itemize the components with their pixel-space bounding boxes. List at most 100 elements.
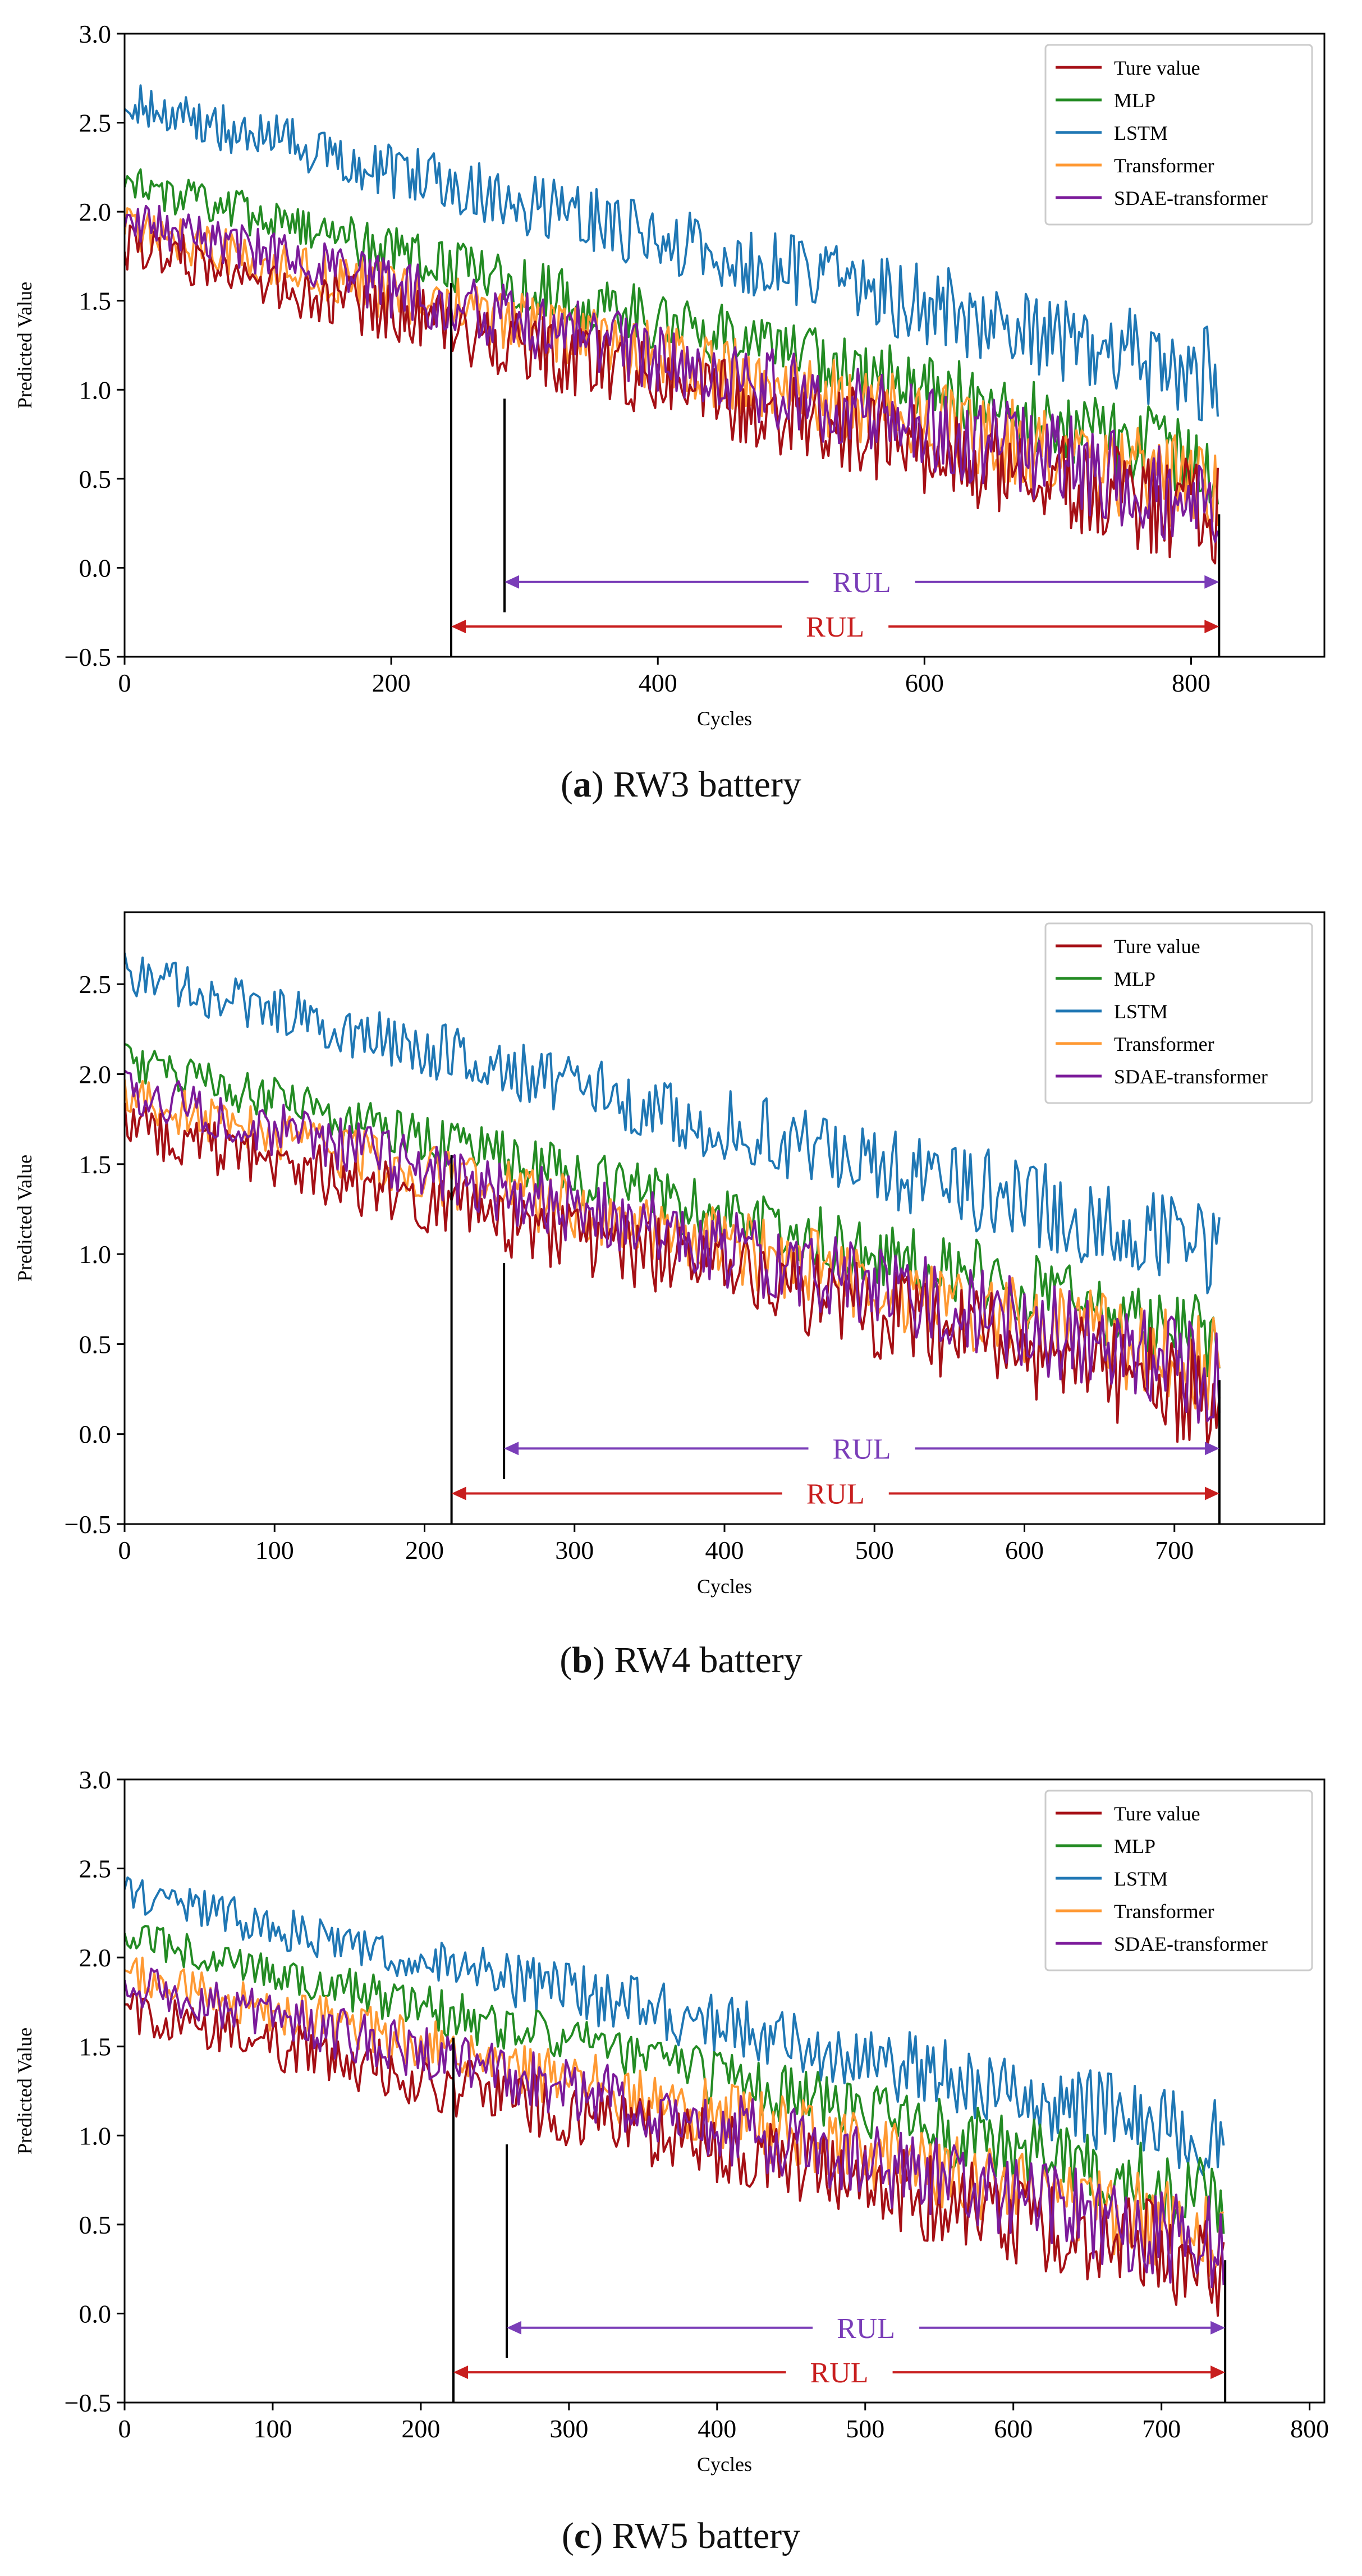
rul-arrowhead-left — [453, 2365, 468, 2380]
x-tick-label: 100 — [255, 1536, 294, 1564]
legend-box — [1044, 44, 1313, 226]
rul-arrowhead-right — [1204, 1442, 1219, 1456]
x-tick-label: 0 — [118, 669, 131, 697]
x-tick-label: 600 — [905, 669, 944, 697]
y-tick-label: 1.5 — [79, 287, 112, 315]
series-line-sdae-transformer — [125, 1968, 1225, 2289]
rul-arrowhead-right — [1204, 575, 1219, 589]
y-tick-label: 2.0 — [79, 198, 112, 226]
x-tick-label: 400 — [705, 1536, 744, 1564]
rul-label: RUL — [833, 567, 891, 599]
legend-label-sdae-transformer: SDAE-transformer — [1114, 187, 1268, 209]
plot-frame — [123, 1778, 1326, 2404]
rul-label: RUL — [810, 2357, 869, 2389]
legend: Ture value MLP LSTM Transformer SDAE-transfo… — [1044, 922, 1313, 1104]
x-axis-label: Cycles — [697, 1575, 752, 1598]
y-tick-label: 1.0 — [79, 1240, 112, 1269]
y-tick-label: 0.5 — [79, 1330, 112, 1358]
chart-panel-a: RUL RUL 0 200 400 600 800 −0.5 0.0 0.5 1.0 1.5 2.0 2.… — [13, 20, 1326, 730]
series-line-lstm — [125, 953, 1221, 1294]
y-tick-label: 0.5 — [79, 2211, 112, 2239]
legend-label-ture-value: Ture value — [1114, 935, 1200, 958]
series-line-sdae-transformer — [125, 204, 1219, 543]
legend-label-sdae-transformer: SDAE-transformer — [1114, 1933, 1268, 1955]
rul-arrowhead-right — [1204, 620, 1219, 634]
x-tick-label: 200 — [401, 2414, 440, 2443]
y-tick-label: 1.0 — [79, 376, 112, 404]
series-line-mlp — [125, 168, 1219, 505]
x-tick-label: 500 — [846, 2414, 884, 2443]
legend-box — [1044, 1790, 1313, 1971]
x-axis-label: Cycles — [697, 2453, 752, 2476]
y-axis-label: Predicted Value — [13, 282, 36, 409]
x-tick-label: 0 — [118, 2414, 131, 2443]
y-tick-label: 3.0 — [79, 1765, 112, 1794]
rul-label: RUL — [833, 1433, 891, 1465]
x-tick-label: 100 — [253, 2414, 292, 2443]
legend: Ture value MLP LSTM Transformer SDAE-transfo… — [1044, 44, 1313, 226]
rul-arrowhead-right — [1210, 2321, 1226, 2335]
rul-label: RUL — [806, 611, 864, 643]
series-line-lstm — [125, 1876, 1225, 2176]
y-tick-label: 1.5 — [79, 1150, 112, 1179]
y-tick-label: 2.5 — [79, 1855, 112, 1883]
caption-a-letter: a — [573, 764, 592, 805]
y-tick-label: 0.0 — [79, 1420, 112, 1449]
y-tick-label: 3.0 — [79, 20, 112, 48]
rul-arrowhead-right — [1210, 2365, 1226, 2380]
series-line-transformer — [125, 1079, 1221, 1411]
x-tick-label: 700 — [1142, 2414, 1181, 2443]
series-line-sdae-transformer — [125, 1069, 1221, 1424]
rul-arrowhead-left — [451, 620, 466, 634]
y-tick-label: 2.5 — [79, 109, 112, 138]
x-tick-label: 400 — [639, 669, 677, 697]
series-line-ture-value — [125, 1992, 1225, 2317]
legend-label-transformer: Transformer — [1114, 1900, 1214, 1923]
rul-label: RUL — [837, 2313, 895, 2345]
y-tick-label: 1.0 — [79, 2121, 112, 2150]
x-tick-label: 600 — [994, 2414, 1033, 2443]
plot-frame — [123, 33, 1326, 658]
y-tick-label: 2.0 — [79, 1943, 112, 1972]
y-tick-label: −0.5 — [65, 643, 111, 671]
x-tick-label: 400 — [698, 2414, 736, 2443]
x-tick-label: 800 — [1172, 669, 1210, 697]
rul-arrowhead-left — [505, 575, 520, 589]
x-tick-label: 200 — [405, 1536, 444, 1564]
legend-label-sdae-transformer: SDAE-transformer — [1114, 1065, 1268, 1088]
x-axis-label: Cycles — [697, 707, 752, 730]
legend-label-transformer: Transformer — [1114, 154, 1214, 177]
x-tick-label: 300 — [549, 2414, 588, 2443]
x-tick-label: 600 — [1005, 1536, 1044, 1564]
chart-panel-c: RUL RUL 0 100 200 300 400 500 600 700 800 −0.5 0.0 0.… — [13, 1765, 1329, 2476]
caption-a: (a) RW3 battery — [561, 764, 801, 805]
y-tick-label: 2.0 — [79, 1060, 112, 1089]
legend-label-mlp: MLP — [1114, 1835, 1155, 1857]
y-tick-label: 1.5 — [79, 2033, 112, 2061]
rul-arrowhead-right — [1204, 1486, 1219, 1500]
legend-label-mlp: MLP — [1114, 89, 1155, 112]
series-line-mlp — [125, 1043, 1221, 1378]
series-line-ture-value — [125, 1102, 1221, 1447]
rul-arrowhead-left — [451, 1486, 466, 1500]
x-tick-label: 500 — [855, 1536, 894, 1564]
rul-arrowhead-left — [506, 2321, 521, 2335]
series-line-ture-value — [125, 225, 1219, 565]
x-tick-label: 700 — [1155, 1536, 1194, 1564]
rul-label: RUL — [806, 1479, 865, 1511]
y-axis-label: Predicted Value — [13, 1155, 36, 1282]
series-line-mlp — [125, 1925, 1225, 2234]
chart-panel-b: RUL RUL 0 100 200 300 400 500 600 700 −0.5 0.0 0.5 1.… — [13, 911, 1326, 1598]
legend-label-lstm: LSTM — [1114, 122, 1168, 144]
legend-label-ture-value: Ture value — [1114, 57, 1200, 79]
legend-box — [1044, 922, 1313, 1104]
y-tick-label: −0.5 — [65, 1510, 111, 1539]
caption-b-letter: b — [572, 1640, 593, 1681]
caption-c-letter: c — [574, 2515, 591, 2556]
caption-b: (b) RW4 battery — [560, 1640, 802, 1681]
legend-label-ture-value: Ture value — [1114, 1802, 1200, 1825]
y-tick-label: 0.5 — [79, 465, 112, 493]
legend-label-lstm: LSTM — [1114, 1868, 1168, 1890]
legend-label-mlp: MLP — [1114, 968, 1155, 990]
